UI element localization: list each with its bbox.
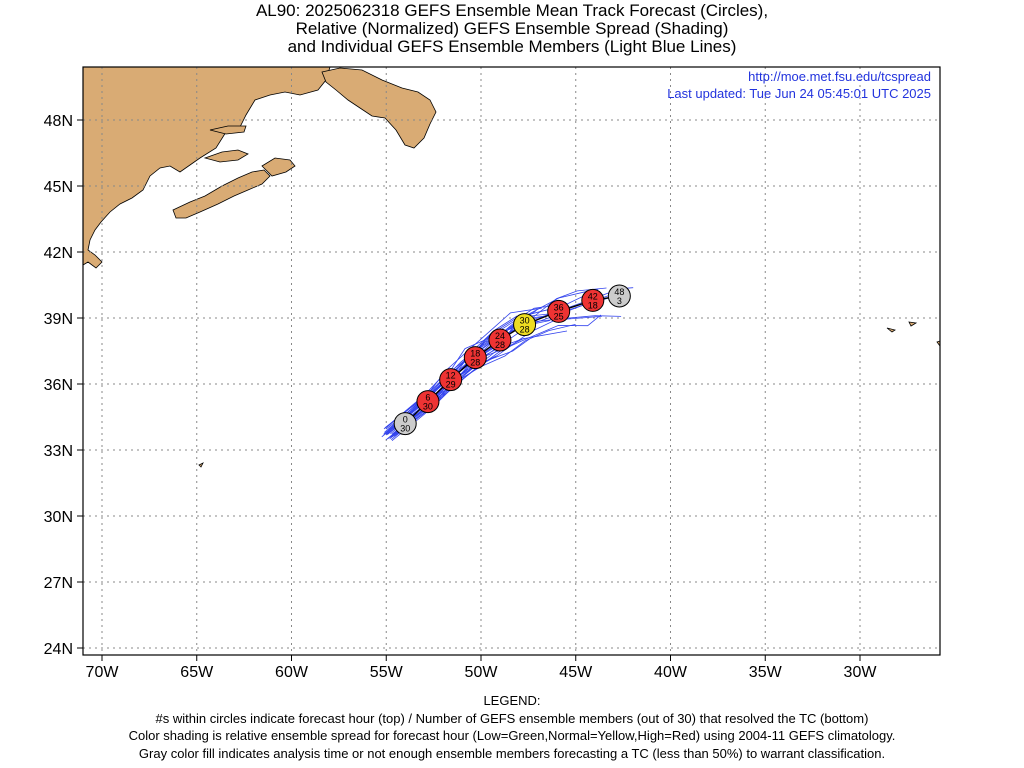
forecast-point: 630 <box>416 390 440 414</box>
tick-label-lat: 24N <box>44 641 73 658</box>
ensemble-member-track <box>385 338 531 441</box>
map-panel <box>83 67 940 655</box>
member-count-label: 30 <box>423 402 433 412</box>
landmass-cape-breton <box>261 157 296 177</box>
tick-label-lat: 48N <box>44 113 73 130</box>
title-line-3: and Individual GEFS Ensemble Members (Li… <box>287 37 737 56</box>
forecast-circle <box>393 412 417 436</box>
forecast-hour-label: 18 <box>470 349 480 359</box>
member-count-label: 25 <box>554 311 564 321</box>
tick-label-lon: 60W <box>275 664 309 681</box>
landmass-bermuda <box>198 462 204 468</box>
member-count-label: 30 <box>400 424 410 434</box>
forecast-point: 030 <box>393 412 417 436</box>
land-masses <box>82 66 941 468</box>
forecast-hour-label: 12 <box>446 371 456 381</box>
gridlines <box>83 67 940 655</box>
forecast-circle <box>607 284 631 308</box>
forecast-circle <box>416 390 440 414</box>
tick-label-lon: 40W <box>654 664 688 681</box>
map-frame <box>82 66 941 656</box>
tick-label-lat: 27N <box>44 575 73 592</box>
tick-label-lat: 39N <box>44 311 73 328</box>
info-updated: Last updated: Tue Jun 24 05:45:01 UTC 20… <box>667 86 931 101</box>
forecast-hour-label: 36 <box>554 302 564 312</box>
legend: LEGEND: #s within circles indicate forec… <box>0 692 1024 762</box>
forecast-hour-label: 42 <box>588 291 598 301</box>
tick-label-lon: 65W <box>180 664 214 681</box>
tick-label-lon: 35W <box>749 664 783 681</box>
legend-line-2: Color shading is relative ensemble sprea… <box>128 728 896 743</box>
legend-heading: LEGEND: <box>483 693 541 708</box>
forecast-hour-label: 6 <box>425 393 430 403</box>
landmass-pei <box>203 149 249 163</box>
tick-label-lat: 33N <box>44 443 73 460</box>
member-count-label: 28 <box>495 340 505 350</box>
tick-label-lon: 55W <box>370 664 404 681</box>
tick-label-lat: 36N <box>44 377 73 394</box>
forecast-circle <box>581 288 605 312</box>
forecast-point: 483 <box>607 284 631 308</box>
member-count-label: 3 <box>617 296 622 306</box>
tick-label-lat: 45N <box>44 179 73 196</box>
member-count-label: 28 <box>520 325 530 335</box>
forecast-circle <box>463 346 487 370</box>
title-line-1: AL90: 2025062318 GEFS Ensemble Mean Trac… <box>255 1 769 20</box>
member-count-label: 29 <box>446 380 456 390</box>
forecast-circle <box>488 328 512 352</box>
forecast-hour-label: 48 <box>614 287 624 297</box>
forecast-hour-label: 0 <box>403 415 408 425</box>
tick-label-lat: 30N <box>44 509 73 526</box>
tick-label-lon: 50W <box>465 664 499 681</box>
member-count-label: 18 <box>588 300 598 310</box>
forecast-circle <box>547 299 571 323</box>
legend-line-1: #s within circles indicate forecast hour… <box>155 710 869 726</box>
title-line-2: Relative (Normalized) GEFS Ensemble Spre… <box>295 19 729 38</box>
tick-label-lon: 70W <box>86 664 120 681</box>
forecast-hour-label: 30 <box>520 316 530 326</box>
forecast-circle <box>439 368 463 392</box>
info-url: http://moe.met.fsu.edu/tcspread <box>748 69 931 84</box>
forecast-circle <box>513 313 537 337</box>
landmass-newfoundland <box>321 67 437 149</box>
axis-ticks: 70W 65W 60W 55W 50W 45W 40W 35W 30W 48N 45N 42N 39N 3… <box>44 113 878 681</box>
tick-label-lat: 42N <box>44 245 73 262</box>
forecast-hour-label: 24 <box>495 331 505 341</box>
legend-line-3: Gray color fill indicates analysis time … <box>138 745 886 761</box>
landmass-anticosti <box>209 125 247 135</box>
tick-label-lon: 45W <box>559 664 593 681</box>
chart-title: AL90: 2025062318 GEFS Ensemble Mean Trac… <box>0 2 1024 56</box>
member-count-label: 28 <box>470 358 480 368</box>
landmass-azores-1 <box>886 327 896 333</box>
tick-label-lon: 30W <box>844 664 878 681</box>
landmass-azores-2 <box>908 321 918 327</box>
landmass-mainland <box>82 66 331 269</box>
